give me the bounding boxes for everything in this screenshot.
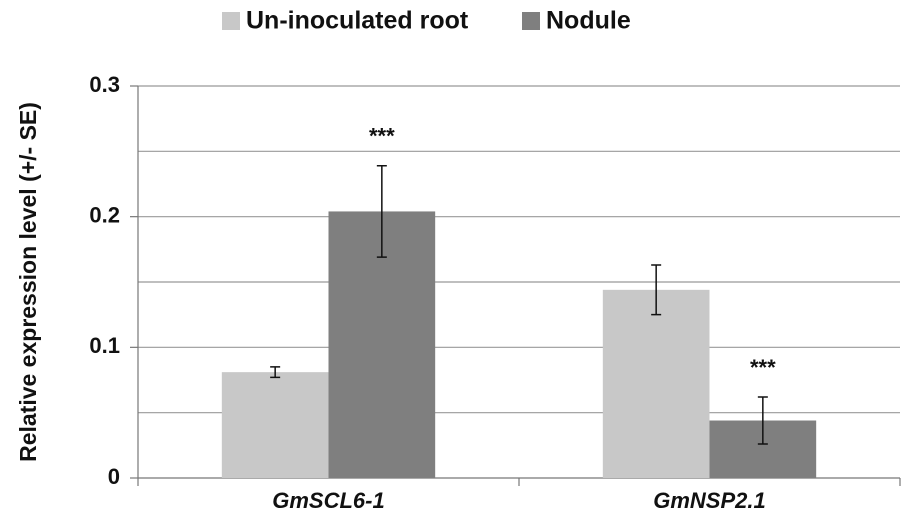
y-axis-label: Relative expression level (+/- SE) [15, 102, 41, 462]
y-tick-label: 0.1 [89, 333, 120, 358]
annotation: *** [369, 124, 395, 149]
y-tick-label: 0 [108, 464, 120, 489]
error-bar [270, 366, 281, 379]
legend-swatch [222, 12, 240, 30]
y-tick-label: 0.2 [89, 202, 120, 227]
legend-label: Nodule [546, 7, 631, 35]
x-tick-label: GmSCL6-1 [272, 488, 384, 513]
legend-swatch [522, 12, 540, 30]
bar [602, 289, 710, 478]
error-bar [757, 396, 768, 445]
legend-label: Un-inoculated root [246, 7, 469, 35]
bar [221, 372, 329, 478]
error-bar [376, 164, 387, 258]
error-bar [651, 264, 662, 316]
annotation: *** [750, 355, 776, 380]
x-tick-label: GmNSP2.1 [653, 488, 766, 513]
y-tick-label: 0.3 [89, 72, 120, 97]
